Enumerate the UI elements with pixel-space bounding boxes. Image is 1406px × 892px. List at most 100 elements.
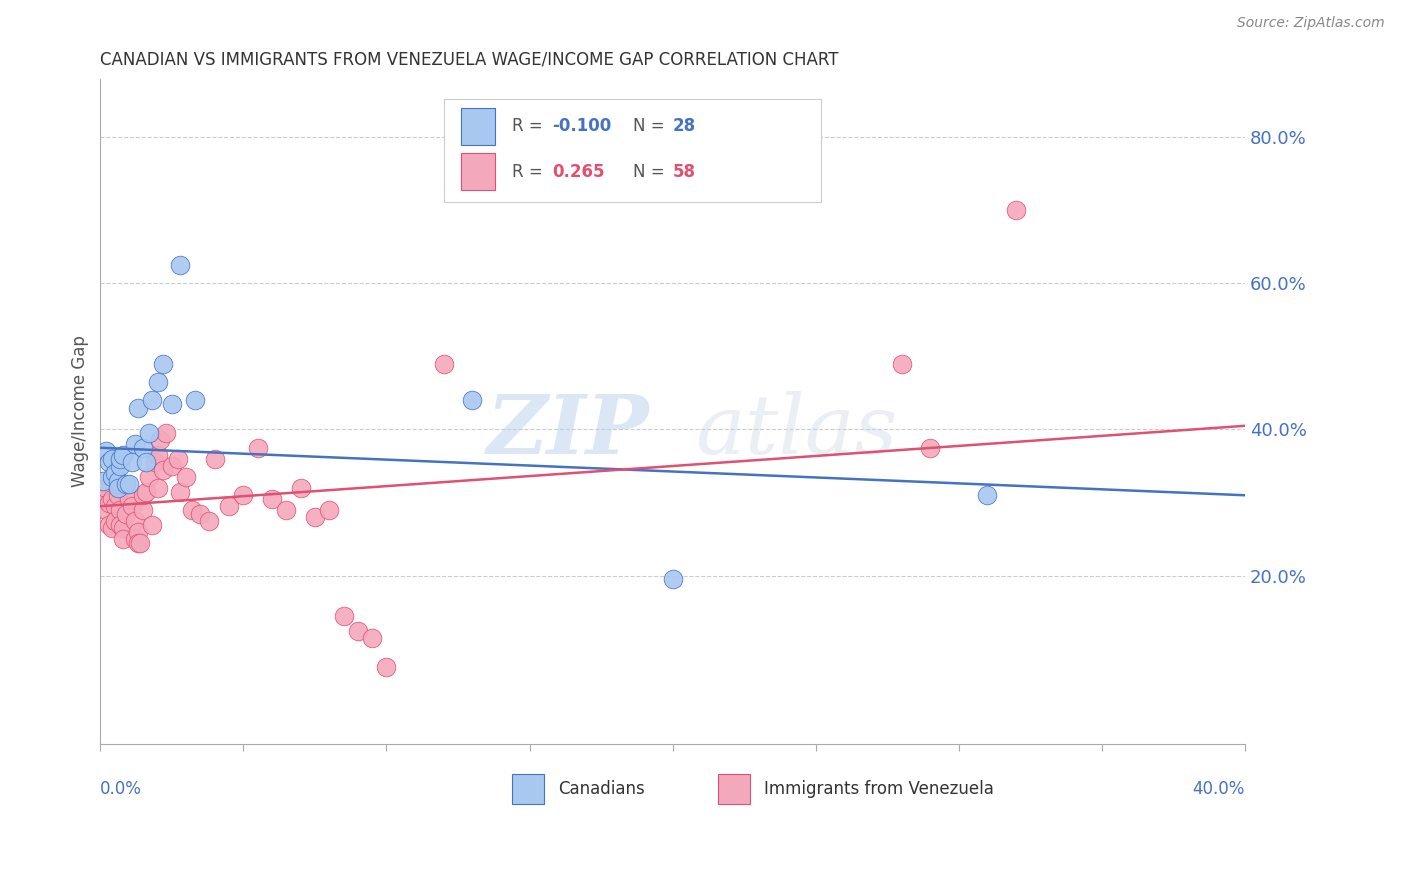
Point (661, 572, 683, 586)
Point (94, 503, 117, 517)
Point (115, 507, 138, 521)
Point (121, 500, 143, 514)
Point (276, 503, 298, 517)
Point (101, 470, 124, 484)
Point (152, 463, 174, 477)
Text: N =: N = (633, 118, 669, 136)
Text: R =: R = (512, 162, 548, 181)
Point (135, 455, 157, 469)
Point (97, 495, 120, 509)
Point (107, 481, 129, 495)
Point (180, 503, 202, 517)
Point (110, 517, 132, 532)
Text: 58: 58 (672, 162, 696, 181)
Text: 0.0%: 0.0% (100, 780, 142, 798)
Point (290, 481, 312, 495)
Point (129, 536, 152, 550)
Text: N =: N = (633, 162, 669, 181)
Point (104, 514, 127, 528)
Point (115, 477, 138, 491)
Point (124, 437, 146, 451)
Point (107, 488, 129, 502)
Point (112, 521, 135, 535)
Text: ZIP: ZIP (486, 392, 650, 471)
FancyBboxPatch shape (461, 108, 495, 145)
Point (94, 444, 117, 458)
Point (184, 393, 207, 408)
Point (146, 375, 169, 389)
Point (118, 491, 141, 506)
Point (127, 524, 149, 539)
Point (890, 357, 912, 371)
Point (375, 660, 398, 674)
Point (124, 532, 146, 546)
Point (1005, 203, 1028, 218)
FancyBboxPatch shape (461, 153, 495, 190)
Point (135, 484, 157, 499)
Point (246, 441, 269, 455)
Point (318, 503, 340, 517)
Text: Immigrants from Venezuela: Immigrants from Venezuela (765, 780, 994, 797)
FancyBboxPatch shape (718, 773, 751, 804)
Text: atlas: atlas (696, 392, 898, 471)
Text: Canadians: Canadians (558, 780, 645, 797)
Y-axis label: Wage/Income Gap: Wage/Income Gap (72, 335, 89, 487)
Point (160, 458, 183, 473)
Point (94, 481, 117, 495)
Point (174, 470, 197, 484)
Point (101, 451, 124, 466)
Point (152, 357, 174, 371)
Point (149, 434, 172, 448)
Point (169, 258, 191, 272)
Point (332, 608, 354, 623)
Point (107, 477, 129, 491)
FancyBboxPatch shape (512, 773, 544, 804)
Point (920, 441, 942, 455)
Point (304, 510, 326, 524)
Point (91, 474, 114, 488)
Point (112, 532, 135, 546)
Point (155, 426, 177, 441)
Point (127, 536, 149, 550)
Point (121, 455, 143, 469)
Point (101, 521, 124, 535)
Point (461, 393, 484, 408)
Point (110, 503, 132, 517)
Point (112, 448, 135, 462)
Text: 0.265: 0.265 (553, 162, 605, 181)
Point (127, 401, 149, 415)
Text: CANADIAN VS IMMIGRANTS FROM VENEZUELA WAGE/INCOME GAP CORRELATION CHART: CANADIAN VS IMMIGRANTS FROM VENEZUELA WA… (100, 51, 839, 69)
Point (347, 624, 370, 638)
Point (104, 500, 127, 514)
Point (169, 484, 191, 499)
Point (141, 517, 163, 532)
Point (138, 426, 160, 441)
Point (101, 491, 124, 506)
Point (232, 488, 254, 502)
Point (132, 488, 155, 502)
Point (143, 455, 166, 469)
Point (146, 448, 169, 462)
Point (141, 393, 163, 408)
Point (91, 488, 114, 502)
Point (433, 357, 456, 371)
Point (160, 397, 183, 411)
Point (97, 455, 120, 469)
Point (976, 488, 998, 502)
Point (118, 477, 141, 491)
Text: 40.0%: 40.0% (1192, 780, 1244, 798)
Point (138, 470, 160, 484)
Point (132, 441, 155, 455)
Text: R =: R = (512, 118, 548, 136)
Point (218, 500, 240, 514)
Point (107, 474, 129, 488)
Text: -0.100: -0.100 (553, 118, 612, 136)
Point (132, 503, 155, 517)
Point (110, 451, 132, 466)
Point (166, 451, 188, 466)
FancyBboxPatch shape (444, 98, 821, 202)
Point (190, 507, 212, 521)
Text: Source: ZipAtlas.com: Source: ZipAtlas.com (1237, 16, 1385, 30)
Point (104, 467, 127, 481)
Point (361, 631, 384, 645)
